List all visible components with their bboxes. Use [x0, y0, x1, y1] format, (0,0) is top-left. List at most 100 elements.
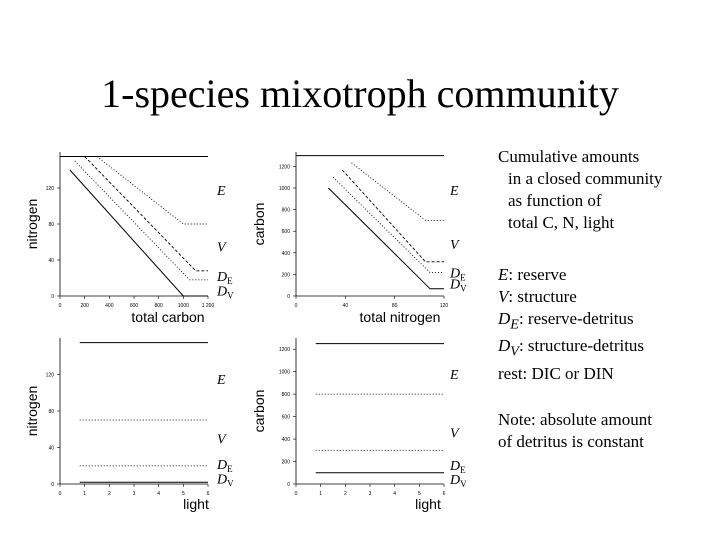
curve-label-subscript: E — [460, 465, 466, 475]
y-tick-label: 200 — [282, 460, 291, 466]
y-tick-label: 400 — [282, 437, 291, 443]
curve-label-e: E — [216, 373, 226, 388]
x-tick-label: 120 — [440, 303, 449, 309]
x-tick-label: 3 — [369, 491, 372, 497]
x-tick-label: 1 200 — [202, 303, 215, 309]
legend-symbol: D — [498, 309, 511, 328]
legend-subscript: E — [510, 316, 519, 333]
intro-line: as function of — [508, 191, 602, 210]
legend-description: rest: DIC or DIN — [498, 363, 614, 383]
intro-line: Cumulative amounts — [498, 147, 640, 166]
y-axis-label: carbon — [251, 390, 267, 433]
y-tick-label: 600 — [282, 415, 291, 421]
legend-description: : reserve — [508, 265, 567, 284]
curve-label-subscript: E — [460, 273, 466, 283]
x-axis-label: light — [415, 496, 441, 512]
y-axis-label: nitrogen — [24, 386, 40, 437]
curve-label-de: DE — [216, 458, 233, 474]
x-axis-label: total carbon — [131, 309, 204, 325]
series-line-de — [74, 160, 208, 281]
intro-text: Cumulative amounts in a closed community… — [498, 146, 662, 234]
curve-label-subscript: V — [460, 479, 467, 489]
curve-label-v: V — [217, 241, 227, 256]
curve-label-e: E — [449, 368, 459, 383]
x-tick-label: 0 — [59, 491, 62, 497]
y-tick-label: 0 — [287, 294, 290, 300]
x-tick-label: 1 — [83, 491, 86, 497]
x-tick-label: 0 — [295, 303, 298, 309]
y-tick-label: 800 — [282, 208, 291, 214]
series-line-e — [351, 162, 444, 221]
legend-description: : structure-detritus — [518, 336, 645, 356]
series-line-v — [84, 156, 208, 272]
note-line: Note: absolute amount — [498, 410, 652, 429]
series-line-v — [341, 169, 444, 263]
x-tick-label: 1 — [319, 491, 322, 497]
x-tick-label: 1000 — [178, 303, 189, 309]
intro-line: in a closed community — [508, 169, 663, 188]
y-tick-label: 400 — [282, 251, 291, 257]
y-axis-label: nitrogen — [24, 199, 40, 250]
x-axis-label: total nitrogen — [360, 309, 441, 325]
y-tick-label: 1200 — [279, 347, 290, 353]
x-tick-label: 400 — [105, 303, 114, 309]
curve-label-e: E — [449, 184, 459, 199]
series-line-dv — [328, 187, 444, 290]
curve-label-e: E — [216, 184, 226, 199]
curve-label-dv: DV — [216, 285, 234, 301]
curve-label-v: V — [450, 238, 460, 253]
y-tick-label: 1200 — [279, 164, 290, 170]
x-tick-label: 0 — [59, 303, 62, 309]
y-tick-label: 800 — [282, 392, 291, 398]
x-tick-label: 3 — [133, 491, 136, 497]
y-axis-label: carbon — [251, 203, 267, 246]
y-tick-label: 200 — [282, 272, 291, 278]
x-tick-label: 40 — [343, 303, 349, 309]
legend-line-structure-detritus: DV: structure-detritus — [498, 335, 644, 362]
x-tick-label: 5 — [418, 491, 421, 497]
note-line: of detritus is constant — [498, 432, 644, 451]
x-tick-label: 200 — [80, 303, 89, 309]
legend-line-reserve-detritus: DE: reserve-detritus — [498, 308, 644, 335]
curve-label-subscript: E — [227, 276, 233, 286]
legend-symbol: E — [498, 265, 509, 284]
curve-label-v: V — [217, 432, 227, 447]
curve-label-v: V — [450, 426, 460, 441]
series-line-e — [96, 156, 208, 225]
legend-symbol: D — [498, 336, 511, 356]
note-text: Note: absolute amount of detritus is con… — [498, 409, 652, 453]
y-tick-label: 0 — [287, 482, 290, 488]
curve-label-dv: DV — [216, 473, 234, 489]
legend-description: : reserve-detritus — [518, 309, 634, 328]
x-tick-label: 5 — [182, 491, 185, 497]
intro-line: total C, N, light — [508, 213, 615, 232]
y-tick-label: 40 — [48, 258, 54, 264]
curve-label-subscript: V — [227, 291, 234, 301]
series-line-de — [332, 176, 444, 274]
x-tick-label: 2 — [108, 491, 111, 497]
curve-label-subscript: V — [227, 479, 234, 489]
y-tick-label: 120 — [46, 186, 55, 192]
x-tick-label: 4 — [393, 491, 396, 497]
legend-line-reserve: E: reserve — [498, 264, 644, 286]
x-tick-label: 6 — [443, 491, 446, 497]
curve-label-dv: DV — [449, 473, 467, 489]
x-axis-label: light — [183, 496, 209, 512]
y-tick-label: 0 — [51, 482, 54, 488]
y-tick-label: 40 — [48, 446, 54, 452]
x-tick-label: 800 — [154, 303, 163, 309]
x-tick-label: 4 — [157, 491, 160, 497]
y-tick-label: 600 — [282, 229, 291, 235]
legend-line-structure: V: structure — [498, 286, 644, 308]
y-tick-label: 120 — [46, 373, 55, 379]
legend-description: : structure — [508, 287, 577, 306]
series-line-dv — [69, 169, 208, 297]
y-tick-label: 1000 — [279, 186, 290, 192]
y-tick-label: 1000 — [279, 370, 290, 376]
curve-label-subscript: E — [227, 464, 233, 474]
legend-subscript: V — [510, 343, 519, 360]
legend-symbol: V — [498, 287, 509, 306]
legend-text: E: reserve V: structure DE: reserve-detr… — [498, 264, 644, 385]
x-tick-label: 600 — [130, 303, 139, 309]
